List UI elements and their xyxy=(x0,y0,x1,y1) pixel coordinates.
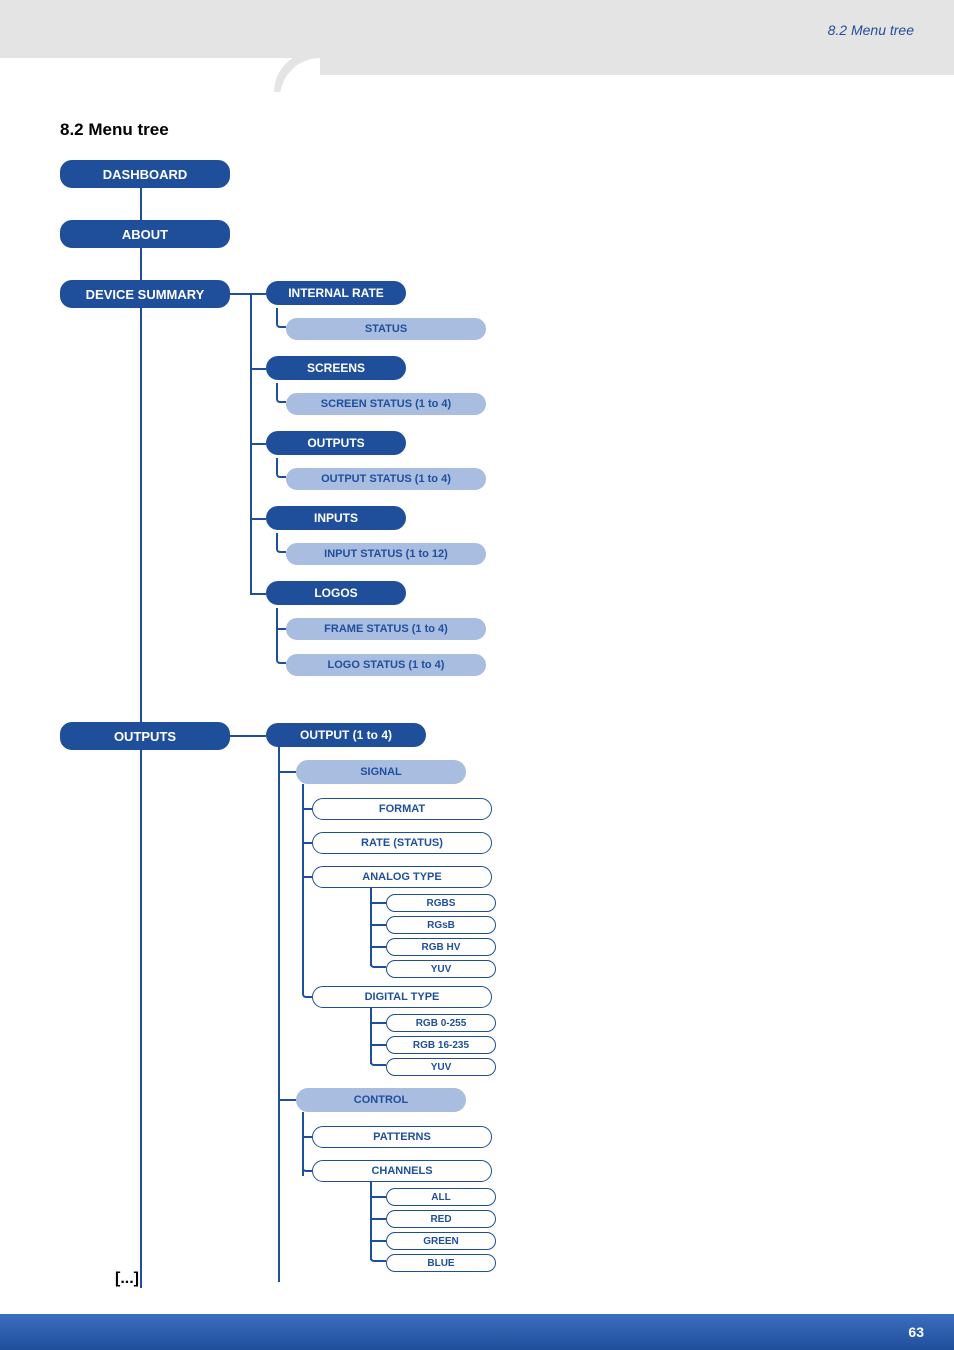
breadcrumb: 8.2 Menu tree xyxy=(828,22,914,38)
node-internal-rate: INTERNAL RATE xyxy=(266,281,406,305)
node-outputs-l1: OUTPUTS xyxy=(60,722,230,750)
connector xyxy=(278,747,280,1282)
connector xyxy=(302,784,304,994)
node-digital-type: DIGITAL TYPE xyxy=(312,986,492,1008)
connector xyxy=(276,533,286,553)
connector xyxy=(276,383,286,403)
node-digital-rgb0: RGB 0-255 xyxy=(386,1014,496,1032)
connector xyxy=(276,458,286,478)
node-channel-all: ALL xyxy=(386,1188,496,1206)
connector xyxy=(302,876,312,878)
connector xyxy=(250,518,266,520)
connector xyxy=(140,188,142,220)
connector xyxy=(370,888,372,966)
connector xyxy=(278,771,296,773)
connector xyxy=(276,648,286,664)
node-analog-yuv: YUV xyxy=(386,960,496,978)
connector xyxy=(302,988,312,998)
connector xyxy=(140,308,142,722)
connector xyxy=(370,1196,386,1198)
continuation-marker: [...] xyxy=(115,1270,139,1288)
node-about: ABOUT xyxy=(60,220,230,248)
node-format: FORMAT xyxy=(312,798,492,820)
node-outputs-ds: OUTPUTS xyxy=(266,431,406,455)
page-number: 63 xyxy=(908,1324,924,1340)
connector xyxy=(140,248,142,280)
connector xyxy=(250,368,266,370)
node-internal-rate-status: STATUS xyxy=(286,318,486,340)
connector xyxy=(370,946,386,948)
node-dashboard: DASHBOARD xyxy=(60,160,230,188)
node-output-1-4: OUTPUT (1 to 4) xyxy=(266,723,426,747)
connector xyxy=(250,593,266,595)
connector xyxy=(276,308,286,328)
node-analog-rgbhv: RGB HV xyxy=(386,938,496,956)
node-rate-status: RATE (STATUS) xyxy=(312,832,492,854)
node-analog-rgsb: RGsB xyxy=(386,916,496,934)
connector xyxy=(276,628,286,630)
section-title: 8.2 Menu tree xyxy=(60,120,169,140)
header-white-left xyxy=(0,58,300,78)
node-channel-green: GREEN xyxy=(386,1232,496,1250)
connector xyxy=(140,750,142,1288)
connector xyxy=(370,1218,386,1220)
node-screens: SCREENS xyxy=(266,356,406,380)
connector xyxy=(370,1240,386,1242)
connector xyxy=(230,293,266,295)
node-digital-rgb16: RGB 16-235 xyxy=(386,1036,496,1054)
connector xyxy=(370,1022,386,1024)
node-inputs: INPUTS xyxy=(266,506,406,530)
connector xyxy=(230,735,266,737)
connector xyxy=(370,1044,386,1046)
node-channel-blue: BLUE xyxy=(386,1254,496,1272)
connector xyxy=(302,1162,312,1172)
node-channel-red: RED xyxy=(386,1210,496,1228)
connector xyxy=(278,1099,296,1101)
node-output-status: OUTPUT STATUS (1 to 4) xyxy=(286,468,486,490)
connector xyxy=(370,958,386,968)
connector xyxy=(302,808,312,810)
node-input-status: INPUT STATUS (1 to 12) xyxy=(286,543,486,565)
node-signal: SIGNAL xyxy=(296,760,466,784)
connector xyxy=(370,1056,386,1066)
node-screen-status: SCREEN STATUS (1 to 4) xyxy=(286,393,486,415)
footer-band xyxy=(0,1314,954,1350)
node-control: CONTROL xyxy=(296,1088,466,1112)
node-logo-status: LOGO STATUS (1 to 4) xyxy=(286,654,486,676)
node-device-summary: DEVICE SUMMARY xyxy=(60,280,230,308)
node-patterns: PATTERNS xyxy=(312,1126,492,1148)
node-digital-yuv: YUV xyxy=(386,1058,496,1076)
node-frame-status: FRAME STATUS (1 to 4) xyxy=(286,618,486,640)
node-channels: CHANNELS xyxy=(312,1160,492,1182)
node-analog-type: ANALOG TYPE xyxy=(312,866,492,888)
connector xyxy=(302,842,312,844)
connector xyxy=(370,1252,386,1262)
node-analog-rgbs: RGBS xyxy=(386,894,496,912)
connector xyxy=(370,1182,372,1260)
connector xyxy=(370,924,386,926)
node-logos: LOGOS xyxy=(266,581,406,605)
connector xyxy=(250,443,266,445)
connector xyxy=(302,1136,312,1138)
connector xyxy=(370,902,386,904)
